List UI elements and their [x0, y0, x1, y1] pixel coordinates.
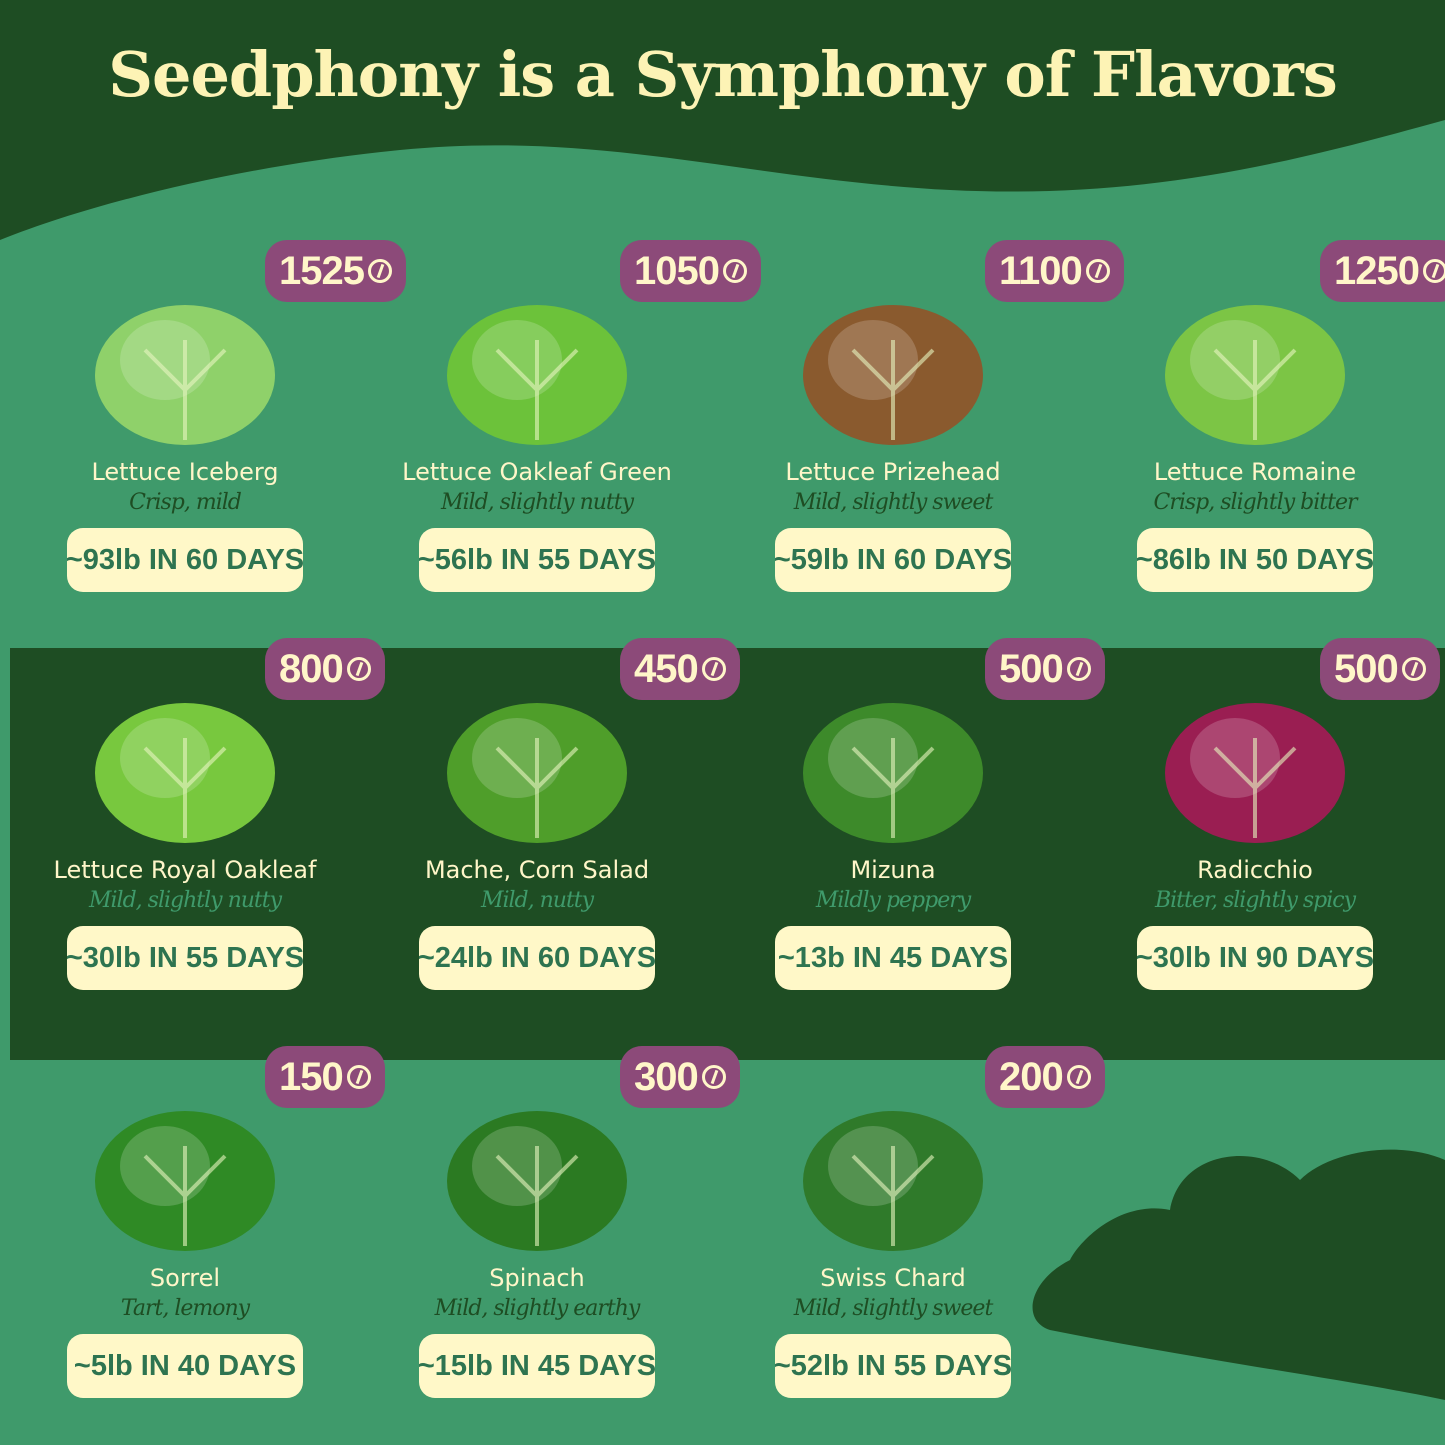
seed-icon [367, 259, 392, 283]
seed-count-badge: 1050 [620, 240, 761, 302]
vegetable-name: Radicchio [1197, 856, 1313, 884]
vegetable-image [447, 1111, 627, 1251]
vegetable-image [803, 305, 983, 445]
flavor-description: Mild, slightly nutty [88, 888, 282, 913]
seed-icon [722, 259, 747, 283]
flavor-description: Mild, slightly sweet [793, 1296, 994, 1321]
flavor-description: Tart, lemony [120, 1296, 250, 1321]
vegetable-image [95, 305, 275, 445]
seed-count: 450 [634, 646, 699, 691]
vegetable-name: Mizuna [850, 856, 936, 884]
flavor-description: Mild, slightly nutty [440, 490, 634, 515]
vegetable-image [95, 1111, 275, 1251]
product-card: 1100 Lettuce Prizehead Mild, slightly sw… [723, 240, 1124, 600]
yield-pill: ~86lb IN 50 DAYS [1136, 528, 1374, 592]
vegetable-name: Spinach [489, 1264, 585, 1292]
vegetable-name: Sorrel [149, 1264, 221, 1292]
vegetable-image [803, 703, 983, 843]
seed-count: 1050 [634, 248, 720, 293]
product-card: 500 Radicchio Bitter, slightly spicy ~30… [1085, 638, 1440, 998]
product-card: 500 Mizuna Mildly peppery ~13b IN 45 DAY… [723, 638, 1105, 998]
seed-count: 500 [999, 646, 1064, 691]
vegetable-name: Lettuce Royal Oakleaf [53, 856, 317, 884]
flavor-description: Mildly peppery [815, 888, 971, 913]
flavor-description: Bitter, slightly spicy [1154, 888, 1356, 913]
yield-pill: ~15lb IN 45 DAYS [418, 1334, 656, 1398]
vegetable-name: Lettuce Prizehead [785, 458, 1001, 486]
yield-pill: ~13b IN 45 DAYS [775, 926, 1011, 990]
vegetable-name: Lettuce Romaine [1153, 458, 1357, 486]
flavor-description: Crisp, mild [129, 490, 242, 515]
seed-count: 200 [999, 1054, 1064, 1099]
vegetable-image [447, 703, 627, 843]
product-card: 1250 Lettuce Romaine Crisp, slightly bit… [1085, 240, 1445, 600]
seed-icon [701, 1065, 726, 1089]
product-card: 300 Spinach Mild, slightly earthy ~15lb … [367, 1046, 740, 1406]
seed-icon [346, 1065, 371, 1089]
seed-count: 800 [279, 646, 344, 691]
vegetable-image [1165, 703, 1345, 843]
seed-count: 1250 [1334, 248, 1420, 293]
yield-pill: ~30lb IN 90 DAYS [1136, 926, 1374, 990]
yield-pill: ~56lb IN 55 DAYS [418, 528, 656, 592]
seed-count-badge: 450 [620, 638, 740, 700]
vegetable-image [1165, 305, 1345, 445]
yield-pill: ~24lb IN 60 DAYS [418, 926, 656, 990]
seed-count-badge: 500 [1320, 638, 1440, 700]
yield-pill: ~30lb IN 55 DAYS [66, 926, 304, 990]
seed-count-badge: 1250 [1320, 240, 1445, 302]
vegetable-name: Lettuce Iceberg [91, 458, 279, 486]
vegetable-image [803, 1111, 983, 1251]
seed-count-badge: 1525 [265, 240, 406, 302]
seed-icon [1085, 259, 1110, 283]
product-card: 200 Swiss Chard Mild, slightly sweet ~52… [723, 1046, 1105, 1406]
seed-count: 1525 [279, 248, 365, 293]
seed-icon [1401, 657, 1426, 681]
seed-count-badge: 800 [265, 638, 385, 700]
seed-icon [1422, 259, 1445, 283]
seed-icon [1066, 657, 1091, 681]
flavor-description: Mild, nutty [480, 888, 594, 913]
seed-count: 1100 [999, 248, 1083, 293]
page-title: Seedphony is a Symphony of Flavors [108, 38, 1337, 111]
seed-count-badge: 300 [620, 1046, 740, 1108]
seed-count-badge: 500 [985, 638, 1105, 700]
seed-count-badge: 1100 [985, 240, 1124, 302]
seed-count-badge: 200 [985, 1046, 1105, 1108]
product-card: 450 Mache, Corn Salad Mild, nutty ~24lb … [367, 638, 740, 998]
product-card: 800 Lettuce Royal Oakleaf Mild, slightly… [15, 638, 385, 998]
flavor-description: Crisp, slightly bitter [1153, 490, 1358, 515]
seed-count-badge: 150 [265, 1046, 385, 1108]
seed-icon [346, 657, 371, 681]
vegetable-name: Swiss Chard [820, 1264, 966, 1292]
seed-count: 300 [634, 1054, 699, 1099]
flavor-description: Mild, slightly sweet [793, 490, 994, 515]
seed-icon [1066, 1065, 1091, 1089]
product-card: 1525 Lettuce Iceberg Crisp, mild ~93lb I… [15, 240, 406, 600]
yield-pill: ~5lb IN 40 DAYS [67, 1334, 303, 1398]
product-card: 150 Sorrel Tart, lemony ~5lb IN 40 DAYS [15, 1046, 385, 1406]
product-card: 1050 Lettuce Oakleaf Green Mild, slightl… [367, 240, 761, 600]
vegetable-name: Lettuce Oakleaf Green [402, 458, 672, 486]
flavor-description: Mild, slightly earthy [434, 1296, 641, 1321]
yield-pill: ~59lb IN 60 DAYS [774, 528, 1012, 592]
seed-count: 150 [279, 1054, 344, 1099]
vegetable-image [95, 703, 275, 843]
vegetable-name: Mache, Corn Salad [424, 856, 650, 884]
seed-icon [701, 657, 726, 681]
yield-pill: ~52lb IN 55 DAYS [774, 1334, 1012, 1398]
yield-pill: ~93lb IN 60 DAYS [66, 528, 304, 592]
seed-count: 500 [1334, 646, 1399, 691]
vegetable-image [447, 305, 627, 445]
